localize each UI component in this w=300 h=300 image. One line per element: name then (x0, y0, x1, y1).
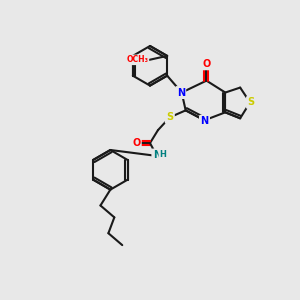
Text: O: O (202, 59, 211, 69)
Text: N: N (153, 150, 161, 160)
Text: N: N (177, 88, 185, 98)
Text: N: N (200, 116, 208, 126)
Text: S: S (248, 98, 255, 107)
Text: S: S (166, 112, 173, 122)
Text: OCH₃: OCH₃ (126, 55, 148, 64)
Text: H: H (159, 151, 166, 160)
Text: O: O (132, 138, 140, 148)
